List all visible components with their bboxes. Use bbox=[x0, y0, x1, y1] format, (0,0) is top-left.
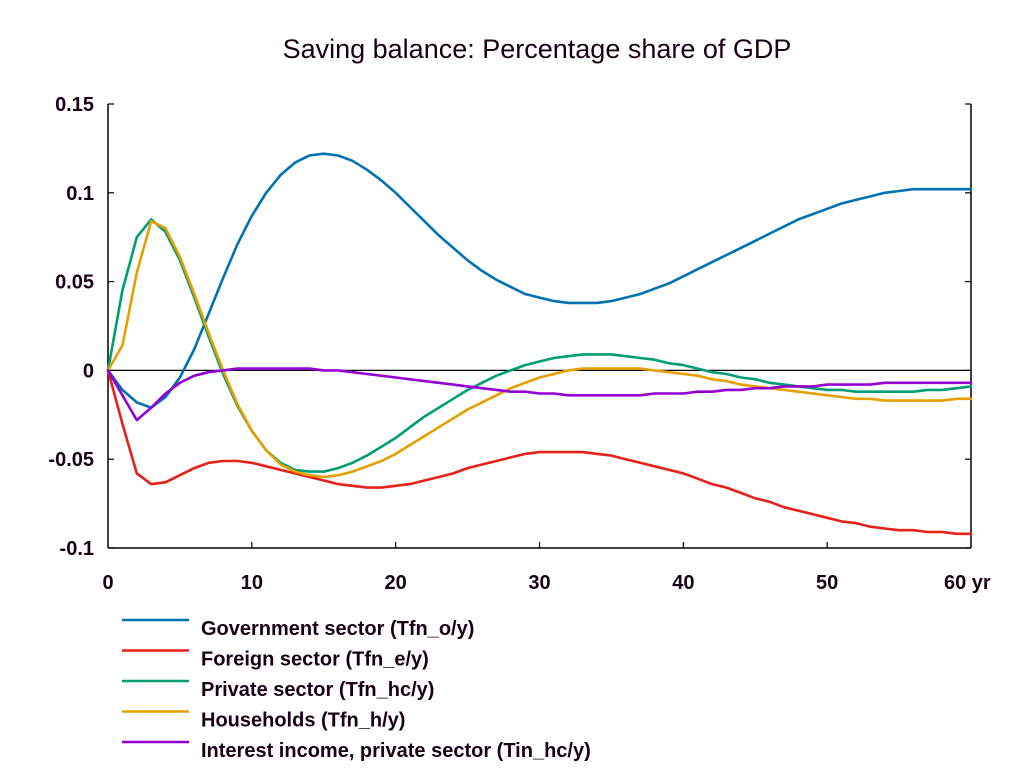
series-lines bbox=[106, 152, 973, 536]
series-line-1 bbox=[106, 152, 973, 410]
series-line-3 bbox=[106, 218, 973, 473]
x-tick-label: 20 bbox=[385, 572, 407, 594]
y-tick-label: 0.15 bbox=[55, 94, 94, 116]
x-tick-label: 0 bbox=[102, 572, 113, 594]
legend-label: Government sector (Tfn_o/y) bbox=[201, 618, 474, 640]
y-tick-label: -0.05 bbox=[48, 449, 94, 471]
chart-title: Saving balance: Percentage share of GDP bbox=[283, 34, 792, 64]
y-tick-label: 0 bbox=[83, 360, 94, 382]
y-tick-label: -0.1 bbox=[60, 538, 94, 560]
series-line-2 bbox=[106, 369, 973, 536]
x-tick-label: 10 bbox=[241, 572, 263, 594]
series-line-4 bbox=[106, 219, 973, 479]
series-line-5 bbox=[106, 367, 973, 422]
legend-label: Foreign sector (Tfn_e/y) bbox=[201, 649, 429, 671]
plot-frame bbox=[107, 104, 972, 549]
legend-label: Households (Tfn_h/y) bbox=[201, 710, 405, 732]
x-tick-label: 60 yr bbox=[944, 572, 991, 594]
x-tick-label: 50 bbox=[816, 572, 838, 594]
y-tick-label: 0.1 bbox=[66, 183, 94, 205]
y-axis: 0.15 0.1 0.05 0 -0.05 -0.1 bbox=[48, 94, 971, 560]
legend-label: Interest income, private sector (Tin_hc/… bbox=[201, 740, 591, 762]
x-tick-label: 30 bbox=[528, 572, 550, 594]
legend-label: Private sector (Tfn_hc/y) bbox=[201, 679, 434, 701]
y-tick-label: 0.05 bbox=[55, 272, 94, 294]
legend: Government sector (Tfn_o/y) Foreign secto… bbox=[122, 618, 591, 762]
x-tick-label: 40 bbox=[672, 572, 694, 594]
x-axis: 0 10 20 30 40 50 60 yr bbox=[102, 542, 991, 594]
